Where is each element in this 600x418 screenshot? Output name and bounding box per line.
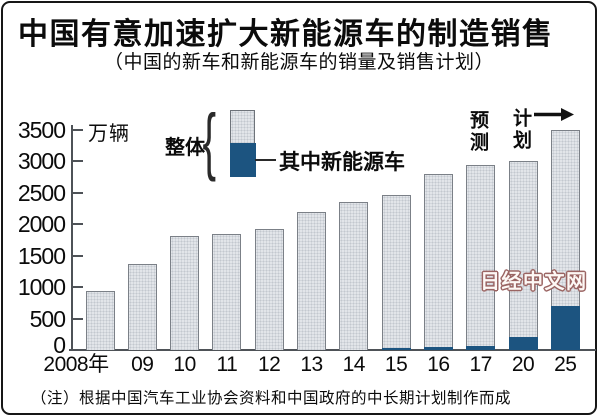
chart-title: 中国有意加速扩大新能源车的制造销售	[18, 18, 554, 51]
bar-15	[381, 195, 411, 350]
nev-segment	[381, 347, 411, 350]
y-tick-label: 0	[53, 332, 66, 358]
y-tick	[72, 286, 83, 289]
y-tick-label: 2000	[17, 211, 66, 238]
nev-segment	[508, 337, 538, 350]
y-tick	[72, 129, 83, 131]
y-axis-unit-label: 万辆	[88, 123, 130, 145]
x-tick-label: 09	[131, 353, 154, 376]
x-tick-label: 13	[300, 353, 323, 376]
bar-25	[550, 130, 580, 350]
bar-14	[339, 202, 369, 350]
legend-nev-swatch	[229, 142, 256, 177]
chart-subtitle: （中国的新车和新能源车的销量及销售计划）	[103, 52, 494, 73]
plan-annotation: 计划	[510, 108, 531, 152]
y-tick-label: 500	[29, 305, 66, 332]
y-tick	[72, 317, 83, 320]
y-tick	[72, 160, 83, 163]
y-tick-label: 1500	[17, 242, 66, 269]
x-axis-line	[69, 348, 596, 351]
legend-sample-bar	[229, 110, 256, 177]
x-tick-label: 25	[554, 353, 577, 376]
y-tick	[72, 191, 83, 194]
watermark: 日经中文网	[480, 271, 588, 293]
y-tick-label: 1000	[17, 274, 66, 301]
y-tick-label: 3000	[17, 148, 66, 175]
source-note: （注）根据中国汽车工业协会资料和中国政府的中长期计划制作而成	[31, 390, 512, 407]
bar-17	[466, 165, 496, 350]
x-tick-label: 10	[173, 353, 196, 376]
x-tick-label: 12	[258, 353, 281, 376]
y-tick	[72, 349, 83, 351]
bar-13	[297, 211, 326, 350]
nev-segment	[466, 345, 496, 350]
y-axis-line	[71, 125, 73, 350]
bar-10	[170, 236, 200, 350]
x-tick-label: 17	[469, 353, 493, 376]
x-tick-label: 2008年	[43, 353, 109, 376]
arrow-right-icon	[534, 108, 574, 121]
x-tick-label: 14	[342, 353, 366, 376]
x-tick-label: 11	[216, 353, 238, 376]
legend-overall-label: 整体	[165, 137, 205, 159]
y-tick	[72, 254, 83, 257]
bar-12	[254, 228, 284, 350]
bar-chart: 0 500 1000 1500 2000 2500 3000 3500 万辆 2008年 09 1…	[3, 3, 596, 413]
bar-20	[508, 161, 538, 350]
bar-2008年	[85, 291, 115, 350]
bar-16	[423, 173, 453, 350]
bar-11	[212, 233, 242, 350]
nev-segment	[550, 306, 580, 350]
y-tick-label: 3500	[17, 117, 66, 143]
x-tick-label: 15	[384, 353, 408, 376]
x-tick-label: 20	[511, 353, 535, 376]
x-tick-label: 16	[427, 353, 450, 376]
y-tick-label: 2500	[17, 179, 66, 206]
y-tick	[72, 223, 83, 226]
legend-connector-line	[255, 159, 276, 161]
legend-brace: {	[202, 99, 217, 182]
legend-nev-label: 其中新能源车	[279, 151, 405, 174]
nev-segment	[423, 346, 453, 350]
forecast-annotation: 预测	[467, 110, 488, 154]
bar-09	[127, 264, 157, 350]
